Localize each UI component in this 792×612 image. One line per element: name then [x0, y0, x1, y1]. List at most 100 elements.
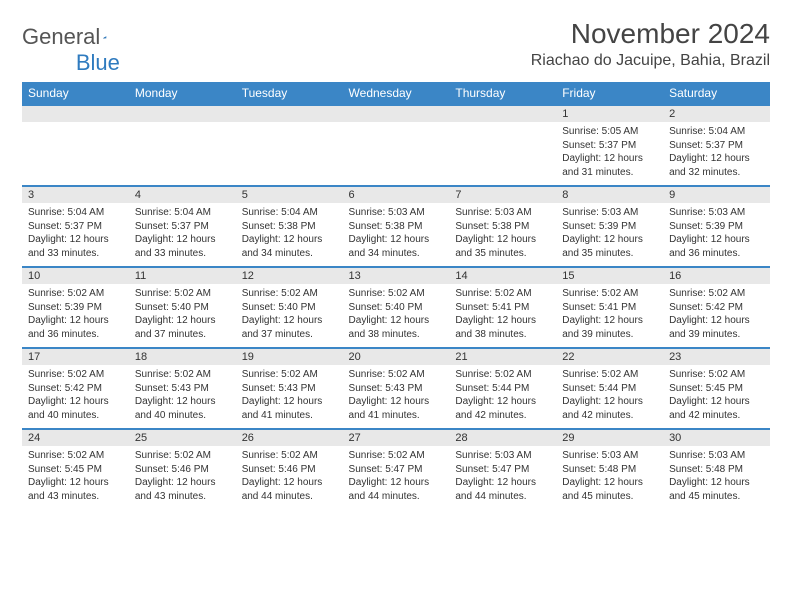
daylight-text: Daylight: 12 hours and 40 minutes.: [135, 395, 230, 422]
sunset-text: Sunset: 5:46 PM: [242, 463, 337, 477]
sunset-text: Sunset: 5:42 PM: [669, 301, 764, 315]
daylight-text: Daylight: 12 hours and 39 minutes.: [669, 314, 764, 341]
calendar-cell: 18 Sunrise: 5:02 AMSunset: 5:43 PMDayligh…: [129, 348, 236, 429]
sunrise-text: Sunrise: 5:02 AM: [562, 287, 657, 301]
sunset-text: Sunset: 5:46 PM: [135, 463, 230, 477]
day-number: 18: [129, 349, 236, 365]
day-number: 6: [343, 187, 450, 203]
day-number: 20: [343, 349, 450, 365]
calendar-week: 3Sunrise: 5:04 AMSunset: 5:37 PMDaylight…: [22, 186, 770, 267]
sunrise-text: Sunrise: 5:02 AM: [135, 368, 230, 382]
sunrise-text: Sunrise: 5:02 AM: [349, 449, 444, 463]
day-number: 26: [236, 430, 343, 446]
sunset-text: Sunset: 5:37 PM: [28, 220, 123, 234]
day-details: Sunrise: 5:03 AMSunset: 5:39 PMDaylight:…: [556, 203, 663, 266]
day-number: 10: [22, 268, 129, 284]
day-number: 24: [22, 430, 129, 446]
sunrise-text: Sunrise: 5:03 AM: [562, 449, 657, 463]
day-details: Sunrise: 5:02 AMSunset: 5:45 PMDaylight:…: [663, 365, 770, 428]
calendar-cell: 21Sunrise: 5:02 AMSunset: 5:44 PMDayligh…: [449, 348, 556, 429]
sunset-text: Sunset: 5:43 PM: [135, 382, 230, 396]
sunset-text: Sunset: 5:43 PM: [242, 382, 337, 396]
day-number: 25: [129, 430, 236, 446]
day-number: 22: [556, 349, 663, 365]
daylight-text: Daylight: 12 hours and 38 minutes.: [349, 314, 444, 341]
sunset-text: Sunset: 5:39 PM: [562, 220, 657, 234]
sunset-text: Sunset: 5:38 PM: [349, 220, 444, 234]
daylight-text: Daylight: 12 hours and 44 minutes.: [455, 476, 550, 503]
calendar-cell: [236, 105, 343, 186]
calendar-cell: 9Sunrise: 5:03 AMSunset: 5:39 PMDaylight…: [663, 186, 770, 267]
sunset-text: Sunset: 5:45 PM: [669, 382, 764, 396]
daylight-text: Daylight: 12 hours and 31 minutes.: [562, 152, 657, 179]
calendar-cell: 29Sunrise: 5:03 AMSunset: 5:48 PMDayligh…: [556, 429, 663, 509]
day-number: 21: [449, 349, 556, 365]
daylight-text: Daylight: 12 hours and 42 minutes.: [455, 395, 550, 422]
day-details: Sunrise: 5:02 AMSunset: 5:41 PMDaylight:…: [449, 284, 556, 347]
day-number: 2: [663, 106, 770, 122]
calendar-week: 24Sunrise: 5:02 AMSunset: 5:45 PMDayligh…: [22, 429, 770, 509]
sunset-text: Sunset: 5:45 PM: [28, 463, 123, 477]
sunrise-text: Sunrise: 5:02 AM: [455, 287, 550, 301]
calendar-cell: 14Sunrise: 5:02 AMSunset: 5:41 PMDayligh…: [449, 267, 556, 348]
sunset-text: Sunset: 5:48 PM: [562, 463, 657, 477]
sunset-text: Sunset: 5:41 PM: [562, 301, 657, 315]
day-number: [343, 106, 450, 122]
day-number: 3: [22, 187, 129, 203]
calendar-cell: 20Sunrise: 5:02 AMSunset: 5:43 PMDayligh…: [343, 348, 450, 429]
calendar-cell: 13Sunrise: 5:02 AMSunset: 5:40 PMDayligh…: [343, 267, 450, 348]
sunset-text: Sunset: 5:37 PM: [669, 139, 764, 153]
sunrise-text: Sunrise: 5:02 AM: [135, 287, 230, 301]
day-number: 4: [129, 187, 236, 203]
calendar-cell: [449, 105, 556, 186]
calendar-week: 1Sunrise: 5:05 AMSunset: 5:37 PMDaylight…: [22, 105, 770, 186]
calendar-cell: 7Sunrise: 5:03 AMSunset: 5:38 PMDaylight…: [449, 186, 556, 267]
calendar-cell: 1Sunrise: 5:05 AMSunset: 5:37 PMDaylight…: [556, 105, 663, 186]
daylight-text: Daylight: 12 hours and 39 minutes.: [562, 314, 657, 341]
day-details: Sunrise: 5:02 AMSunset: 5:47 PMDaylight:…: [343, 446, 450, 509]
sunset-text: Sunset: 5:37 PM: [135, 220, 230, 234]
daylight-text: Daylight: 12 hours and 33 minutes.: [28, 233, 123, 260]
brand-word2: Blue: [76, 50, 120, 76]
day-number: 7: [449, 187, 556, 203]
sunrise-text: Sunrise: 5:02 AM: [242, 449, 337, 463]
day-number: 30: [663, 430, 770, 446]
daylight-text: Daylight: 12 hours and 32 minutes.: [669, 152, 764, 179]
location-subtitle: Riachao do Jacuipe, Bahia, Brazil: [531, 52, 770, 70]
day-details: Sunrise: 5:03 AMSunset: 5:38 PMDaylight:…: [343, 203, 450, 266]
calendar-cell: 25Sunrise: 5:02 AMSunset: 5:46 PMDayligh…: [129, 429, 236, 509]
day-details: Sunrise: 5:03 AMSunset: 5:47 PMDaylight:…: [449, 446, 556, 509]
sunrise-text: Sunrise: 5:03 AM: [455, 206, 550, 220]
daylight-text: Daylight: 12 hours and 36 minutes.: [28, 314, 123, 341]
sunrise-text: Sunrise: 5:02 AM: [669, 287, 764, 301]
sunset-text: Sunset: 5:47 PM: [349, 463, 444, 477]
daylight-text: Daylight: 12 hours and 37 minutes.: [242, 314, 337, 341]
daylight-text: Daylight: 12 hours and 41 minutes.: [349, 395, 444, 422]
day-number: 17: [22, 349, 129, 365]
sunset-text: Sunset: 5:38 PM: [242, 220, 337, 234]
calendar-cell: 19Sunrise: 5:02 AMSunset: 5:43 PMDayligh…: [236, 348, 343, 429]
calendar-cell: 16 Sunrise: 5:02 AMSunset: 5:42 PMDayligh…: [663, 267, 770, 348]
daylight-text: Daylight: 12 hours and 44 minutes.: [349, 476, 444, 503]
brand-word1: General: [22, 24, 100, 50]
sunset-text: Sunset: 5:41 PM: [455, 301, 550, 315]
day-header: Monday: [129, 82, 236, 105]
day-number: 28: [449, 430, 556, 446]
daylight-text: Daylight: 12 hours and 34 minutes.: [349, 233, 444, 260]
day-header: Friday: [556, 82, 663, 105]
calendar-cell: 6Sunrise: 5:03 AMSunset: 5:38 PMDaylight…: [343, 186, 450, 267]
day-details: Sunrise: 5:04 AMSunset: 5:37 PMDaylight:…: [663, 122, 770, 185]
day-number: 16: [663, 268, 770, 284]
day-details: Sunrise: 5:02 AMSunset: 5:45 PMDaylight:…: [22, 446, 129, 509]
sunrise-text: Sunrise: 5:02 AM: [349, 368, 444, 382]
daylight-text: Daylight: 12 hours and 42 minutes.: [669, 395, 764, 422]
brand-logo: General: [22, 18, 123, 50]
sunset-text: Sunset: 5:40 PM: [349, 301, 444, 315]
sunrise-text: Sunrise: 5:04 AM: [242, 206, 337, 220]
sunrise-text: Sunrise: 5:02 AM: [28, 287, 123, 301]
calendar-cell: 23Sunrise: 5:02 AMSunset: 5:45 PMDayligh…: [663, 348, 770, 429]
sunset-text: Sunset: 5:40 PM: [135, 301, 230, 315]
day-number: 13: [343, 268, 450, 284]
day-number: 27: [343, 430, 450, 446]
day-number: 23: [663, 349, 770, 365]
